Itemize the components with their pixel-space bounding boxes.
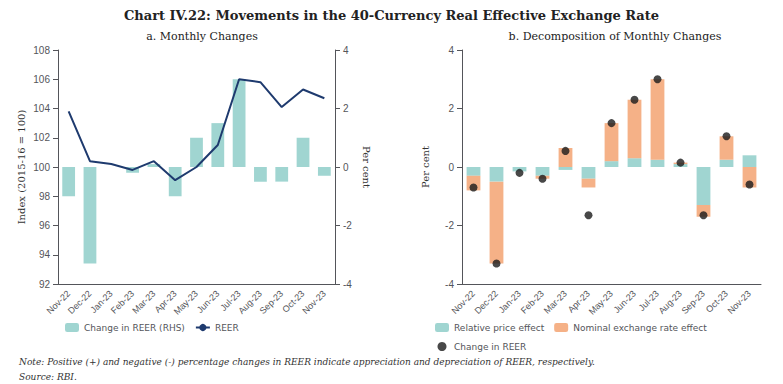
svg-text:Apr-23: Apr-23: [565, 288, 592, 315]
svg-text:Sep-23: Sep-23: [258, 288, 286, 316]
svg-text:98: 98: [39, 191, 51, 202]
svg-text:Mar-23: Mar-23: [542, 288, 569, 315]
svg-text:94: 94: [39, 249, 51, 260]
svg-text:0: 0: [448, 162, 454, 173]
svg-text:Note: Positive (+) and negativ: Note: Positive (+) and negative (-) perc…: [18, 357, 595, 367]
svg-text:Jun-23: Jun-23: [195, 288, 222, 315]
svg-text:May-23: May-23: [587, 288, 615, 316]
svg-text:Change in REER: Change in REER: [454, 342, 526, 352]
svg-text:Dec-22: Dec-22: [472, 288, 500, 316]
svg-text:Feb-23: Feb-23: [519, 288, 546, 315]
svg-text:May-23: May-23: [172, 288, 200, 316]
svg-text:Index (2015-16 = 100): Index (2015-16 = 100): [16, 110, 27, 225]
svg-text:Jul-23: Jul-23: [218, 288, 243, 313]
svg-text:Jan-23: Jan-23: [497, 288, 524, 315]
svg-text:Nov-23: Nov-23: [300, 288, 328, 316]
svg-text:Relative price effect: Relative price effect: [454, 323, 545, 333]
svg-text:Oct-23: Oct-23: [280, 288, 307, 315]
svg-text:108: 108: [33, 45, 50, 56]
svg-text:-2: -2: [445, 220, 454, 231]
svg-text:Jun-23: Jun-23: [612, 288, 639, 315]
svg-text:Nov-22: Nov-22: [449, 288, 477, 316]
svg-text:92: 92: [39, 279, 51, 290]
svg-text:Aug-23: Aug-23: [656, 288, 684, 316]
svg-text:-4: -4: [445, 279, 454, 290]
svg-text:Per cent: Per cent: [420, 146, 431, 188]
svg-text:Change in REER (RHS): Change in REER (RHS): [84, 323, 185, 333]
svg-text:Source: RBI.: Source: RBI.: [19, 372, 77, 382]
svg-text:Mar-23: Mar-23: [130, 288, 157, 315]
svg-text:-2: -2: [343, 220, 352, 231]
svg-text:Dec-22: Dec-22: [66, 288, 94, 316]
svg-text:-4: -4: [343, 279, 352, 290]
svg-text:0: 0: [343, 162, 349, 173]
svg-text:96: 96: [39, 220, 51, 231]
svg-text:Chart IV.22: Movements in the: Chart IV.22: Movements in the 40-Currenc…: [124, 8, 659, 23]
svg-text:Jan-23: Jan-23: [88, 288, 115, 315]
svg-text:Sep-23: Sep-23: [679, 288, 707, 316]
svg-text:Oct-23: Oct-23: [703, 288, 730, 315]
svg-text:100: 100: [33, 162, 50, 173]
svg-text:Nov-23: Nov-23: [725, 288, 753, 316]
svg-text:Jul-23: Jul-23: [636, 288, 661, 313]
svg-text:Aug-23: Aug-23: [236, 288, 264, 316]
svg-text:4: 4: [448, 45, 454, 56]
svg-text:Per cent: Per cent: [361, 146, 372, 188]
svg-text:Nominal exchange rate effect: Nominal exchange rate effect: [573, 323, 707, 333]
svg-text:4: 4: [343, 45, 349, 56]
svg-text:2: 2: [448, 103, 454, 114]
svg-text:a. Monthly Changes: a. Monthly Changes: [146, 30, 258, 43]
svg-text:104: 104: [33, 103, 50, 114]
svg-text:2: 2: [343, 103, 349, 114]
svg-text:106: 106: [33, 74, 50, 85]
svg-text:102: 102: [33, 132, 50, 143]
svg-text:Nov-22: Nov-22: [44, 288, 73, 316]
svg-text:REER: REER: [215, 323, 239, 333]
svg-text:Apr-23: Apr-23: [152, 288, 179, 315]
svg-text:Feb-23: Feb-23: [108, 288, 137, 316]
svg-text:b. Decomposition of Monthly Ch: b. Decomposition of Monthly Changes: [509, 30, 722, 43]
